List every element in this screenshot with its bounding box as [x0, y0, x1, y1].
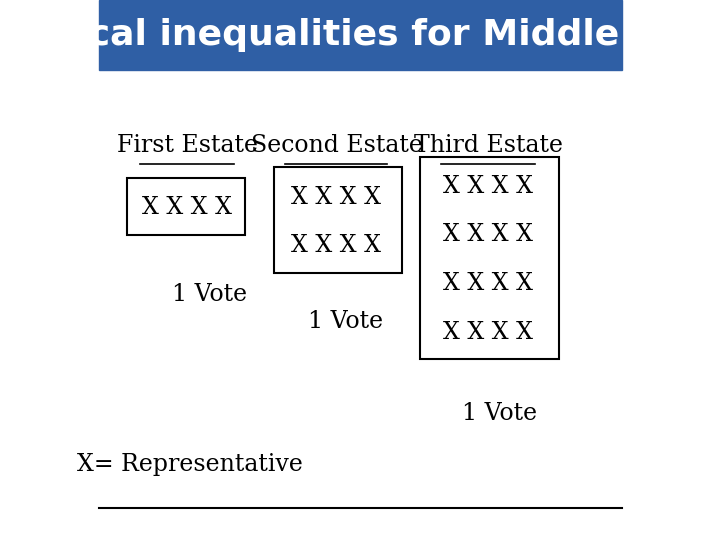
Text: X X X X: X X X X: [443, 272, 533, 295]
Text: X= Representative: X= Representative: [77, 453, 303, 476]
Text: 1 Vote: 1 Vote: [172, 283, 247, 306]
Text: Second Estate: Second Estate: [251, 134, 423, 157]
Text: Third Estate: Third Estate: [413, 134, 562, 157]
Text: 1 Vote: 1 Vote: [307, 310, 383, 333]
Text: Political inequalities for Middle Class: Political inequalities for Middle Class: [0, 18, 720, 52]
Text: X X X X: X X X X: [292, 234, 382, 257]
Text: X X X X: X X X X: [443, 175, 533, 198]
Text: First Estate: First Estate: [117, 134, 258, 157]
Text: X X X X: X X X X: [443, 224, 533, 246]
Text: X X X X: X X X X: [443, 321, 533, 343]
Text: X X X X: X X X X: [292, 186, 382, 208]
Text: 1 Vote: 1 Vote: [462, 402, 537, 424]
Text: X X X X: X X X X: [143, 197, 233, 219]
FancyBboxPatch shape: [99, 0, 621, 70]
